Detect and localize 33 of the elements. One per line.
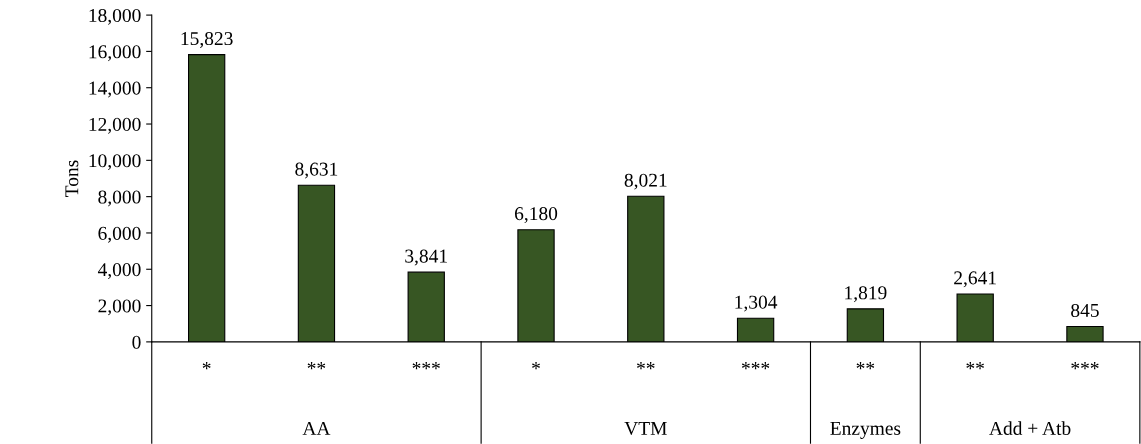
y-axis-title: Tons xyxy=(65,160,79,197)
data-label: 1,819 xyxy=(845,286,887,303)
x-tick-label: *** xyxy=(741,362,770,370)
y-tick-label: 2,000 xyxy=(98,299,141,316)
y-tick-label: 14,000 xyxy=(89,81,141,98)
data-label: 3,841 xyxy=(405,249,447,266)
text: VTM xyxy=(624,422,667,436)
x-tick-label: ** xyxy=(307,362,326,370)
x-tick-label: * xyxy=(202,362,211,370)
x-tick-label: *** xyxy=(412,362,440,370)
y-tick-label: 16,000 xyxy=(89,45,141,62)
text: Add + Atb xyxy=(989,421,1071,435)
y-tick-label: 8,000 xyxy=(98,190,141,207)
text: AA xyxy=(302,421,331,435)
y-tick-label: 0 xyxy=(132,335,141,349)
x-tick-label: ** xyxy=(856,362,875,370)
data-label: 8,021 xyxy=(624,173,667,190)
data-label: 15,823 xyxy=(181,31,233,48)
x-tick-label: *** xyxy=(1071,362,1099,370)
y-tick-label: 10,000 xyxy=(89,154,141,171)
text: Enzymes xyxy=(830,422,901,439)
x-tick-label: ** xyxy=(966,362,984,370)
y-tick-label: 6,000 xyxy=(98,226,141,243)
data-label: 8,631 xyxy=(295,162,338,179)
data-label: 2,641 xyxy=(954,271,996,288)
x-tick-label: ** xyxy=(637,362,655,370)
data-label: 845 xyxy=(1071,303,1099,318)
y-tick-label: 18,000 xyxy=(89,8,141,25)
y-tick-label: 12,000 xyxy=(89,117,141,134)
data-label: 1,304 xyxy=(735,295,778,312)
data-label: 6,180 xyxy=(514,207,558,223)
x-tick-label: * xyxy=(532,362,540,370)
y-tick-label: 4,000 xyxy=(97,263,141,279)
